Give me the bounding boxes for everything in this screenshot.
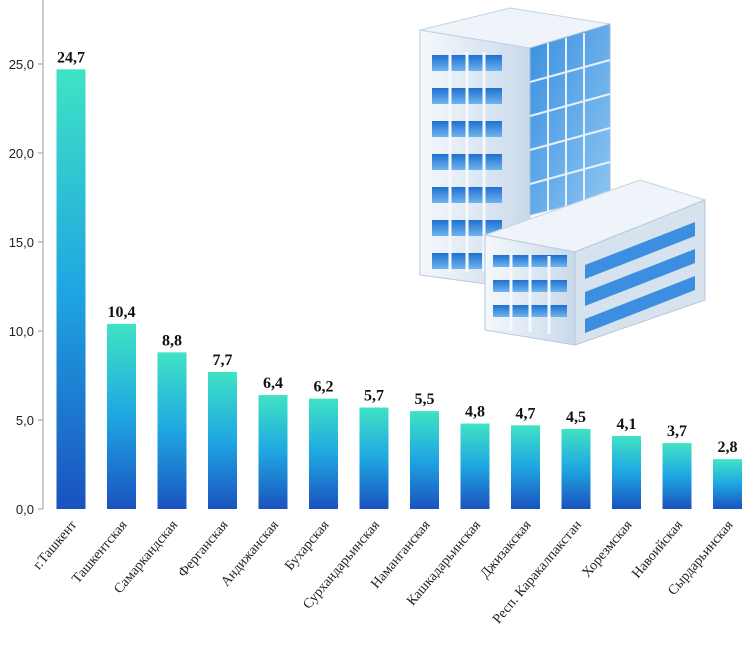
y-tick-label: 5,0 <box>16 413 34 428</box>
y-tick-label: 0,0 <box>16 502 34 517</box>
bar <box>410 411 439 509</box>
data-label: 4,1 <box>617 416 637 433</box>
data-label: 24,7 <box>57 49 85 66</box>
data-label: 5,5 <box>415 391 435 408</box>
data-label: 7,7 <box>213 352 233 369</box>
bar <box>460 423 490 509</box>
bar <box>359 407 389 509</box>
data-label: 10,4 <box>108 304 136 321</box>
category-label: Хорезмская <box>580 518 636 581</box>
data-label: 8,8 <box>162 332 182 349</box>
category-label: Бухарская <box>282 518 333 574</box>
bar <box>208 371 237 509</box>
bar <box>309 398 338 509</box>
bar <box>56 69 86 509</box>
bar <box>107 323 136 509</box>
y-tick-label: 25,0 <box>9 57 34 72</box>
y-tick-label: 15,0 <box>9 235 34 250</box>
office-building-icon <box>419 7 707 346</box>
category-label: Ферганская <box>176 518 232 581</box>
category-label: г.Ташкент <box>31 518 81 573</box>
bar <box>157 352 187 509</box>
bars <box>56 69 742 509</box>
category-label: Джизакская <box>478 518 535 582</box>
y-axis-ticks: 0,0 5,0 10,0 15,0 20,0 25,0 <box>9 57 43 517</box>
bar <box>713 459 742 509</box>
category-labels: г.ТашкентТашкентскаяСамаркандскаяФерганс… <box>31 518 737 627</box>
bar <box>612 436 641 509</box>
bar <box>511 425 540 509</box>
data-label: 3,7 <box>667 423 687 440</box>
category-label: Респ. Каракалпакстан <box>490 518 585 627</box>
bar <box>561 428 591 509</box>
bar <box>662 443 692 509</box>
data-label: 4,7 <box>516 405 536 422</box>
y-tick-label: 20,0 <box>9 146 34 161</box>
category-label: Навоийская <box>629 518 686 582</box>
data-label: 2,8 <box>718 439 738 456</box>
value-labels: 24,7 10,4 8,8 7,7 6,4 6,2 5,7 5,5 4,8 4,7 4,5 4,1 3,… <box>57 49 738 456</box>
y-tick-label: 10,0 <box>9 324 34 339</box>
data-label: 6,4 <box>263 375 283 392</box>
data-label: 6,2 <box>314 379 334 396</box>
bar <box>258 395 288 509</box>
data-label: 4,5 <box>566 409 586 426</box>
data-label: 5,7 <box>364 388 384 405</box>
data-label: 4,8 <box>465 404 485 421</box>
